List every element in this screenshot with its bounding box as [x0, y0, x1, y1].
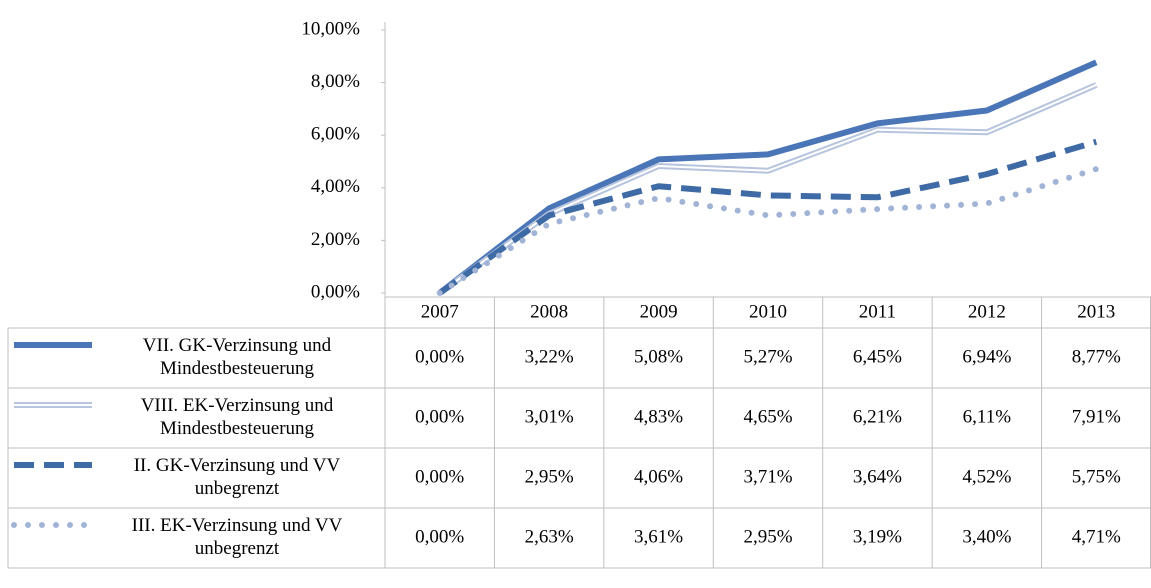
y-tick-label: 2,00% [311, 229, 360, 250]
y-tick-label: 10,00% [301, 18, 360, 39]
y-tick-label: 6,00% [311, 124, 360, 145]
table-value: 3,22% [525, 346, 574, 367]
table-value: 4,65% [743, 406, 792, 427]
x-tick-label: 2007 [421, 301, 459, 322]
legend-label: III. EK-Verzinsung und VV unbegrenzt [131, 515, 343, 559]
table-value: 3,40% [962, 526, 1011, 547]
table-value: 3,01% [525, 406, 574, 427]
table-value: 0,00% [415, 346, 464, 367]
table-value: 2,63% [525, 526, 574, 547]
x-tick-label: 2010 [749, 301, 787, 322]
y-tick-label: 4,00% [311, 176, 360, 197]
table-value: 3,64% [853, 466, 902, 487]
table-value: 5,27% [743, 346, 792, 367]
table-value: 2,95% [525, 466, 574, 487]
legend-label-box: VIII. EK-Verzinsung und Mindestbesteueru… [140, 395, 334, 439]
x-tick-label: 2013 [1077, 301, 1115, 322]
table-value: 3,71% [743, 466, 792, 487]
x-tick-label: 2012 [968, 301, 1006, 322]
table-value: 2,95% [743, 526, 792, 547]
table-value: 0,00% [415, 526, 464, 547]
series-line [437, 82, 1098, 296]
table-value: 8,77% [1072, 346, 1121, 367]
table-value: 4,71% [1072, 526, 1121, 547]
legend-label: VII. GK-Verzinsung und Mindestbesteuerun… [142, 335, 332, 379]
series-line [437, 59, 1098, 296]
legend-label: VIII. EK-Verzinsung und Mindestbesteueru… [140, 395, 334, 439]
table-value: 5,75% [1072, 466, 1121, 487]
legend-label-box: II. GK-Verzinsung und VV unbegrenzt [133, 455, 341, 499]
table-value: 5,08% [634, 346, 683, 367]
table-value: 3,61% [634, 526, 683, 547]
x-tick-label: 2008 [530, 301, 568, 322]
legend-label: II. GK-Verzinsung und VV unbegrenzt [133, 455, 341, 499]
table-value: 4,06% [634, 466, 683, 487]
table-value: 7,91% [1072, 406, 1121, 427]
table-value: 4,83% [634, 406, 683, 427]
series-line [437, 138, 1098, 296]
table-value: 6,45% [853, 346, 902, 367]
table-value: 4,52% [962, 466, 1011, 487]
x-tick-label: 2011 [859, 301, 896, 322]
x-tick-label: 2009 [640, 301, 678, 322]
y-tick-label: 8,00% [311, 71, 360, 92]
legend-label-box: III. EK-Verzinsung und VV unbegrenzt [131, 515, 343, 559]
series-line [439, 84, 1097, 294]
table-value: 6,21% [853, 406, 902, 427]
legend-label-box: VII. GK-Verzinsung und Mindestbesteuerun… [142, 335, 332, 379]
table-value: 3,19% [853, 526, 902, 547]
table-value: 0,00% [415, 406, 464, 427]
table-value: 0,00% [415, 466, 464, 487]
y-tick-label: 0,00% [311, 281, 360, 302]
table-value: 6,11% [963, 406, 1012, 427]
table-value: 6,94% [962, 346, 1011, 367]
series-line [436, 166, 1100, 296]
